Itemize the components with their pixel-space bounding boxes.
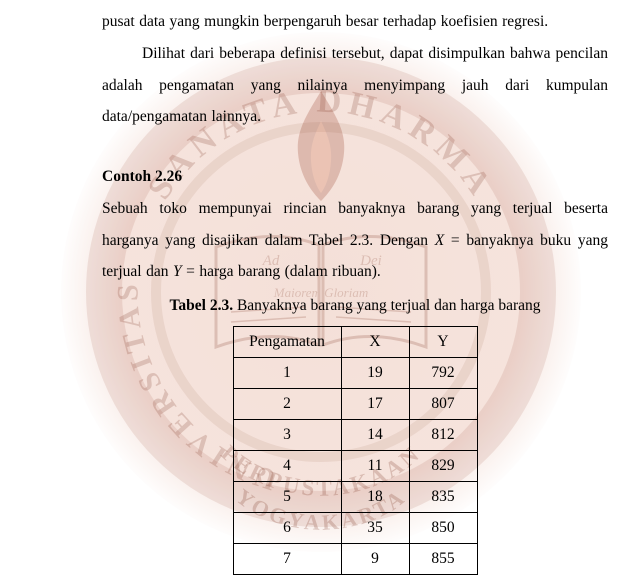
example-heading: Contoh 2.26 bbox=[102, 161, 608, 193]
table-caption-label: Tabel 2.3. bbox=[169, 297, 233, 314]
table-row: 411829 bbox=[233, 450, 477, 481]
table-row: 314812 bbox=[233, 419, 477, 450]
table-caption: Tabel 2.3. Banyaknya barang yang terjual… bbox=[102, 290, 608, 322]
table-row: 79855 bbox=[233, 544, 477, 575]
table-caption-text: Banyaknya barang yang terjual dan harga … bbox=[233, 297, 540, 314]
eq2: = bbox=[182, 263, 200, 280]
table-row: 518835 bbox=[233, 481, 477, 512]
col-x: X bbox=[341, 326, 409, 357]
table-header-row: Pengamatan X Y bbox=[233, 326, 477, 357]
paragraph-definition: Dilihat dari beberapa definisi tersebut,… bbox=[102, 38, 608, 133]
col-y: Y bbox=[409, 326, 477, 357]
document-body: pusat data yang mungkin berpengaruh besa… bbox=[0, 0, 642, 575]
table-body: 119792 217807 314812 411829 518835 63585… bbox=[233, 357, 477, 574]
data-table: Pengamatan X Y 119792 217807 314812 4118… bbox=[233, 326, 478, 575]
math-y: Y bbox=[173, 263, 182, 280]
paragraph-intro-tail: pusat data yang mungkin berpengaruh besa… bbox=[102, 6, 608, 38]
paragraph-example: Sebuah toko mempunyai rincian banyaknya … bbox=[102, 193, 608, 288]
math-x: X bbox=[435, 232, 444, 249]
table-row: 635850 bbox=[233, 512, 477, 543]
table-row: 217807 bbox=[233, 388, 477, 419]
eq1: = bbox=[444, 232, 466, 249]
col-pengamatan: Pengamatan bbox=[233, 326, 341, 357]
example-text-c: harga barang (dalam ribuan). bbox=[199, 263, 380, 280]
table-row: 119792 bbox=[233, 357, 477, 388]
